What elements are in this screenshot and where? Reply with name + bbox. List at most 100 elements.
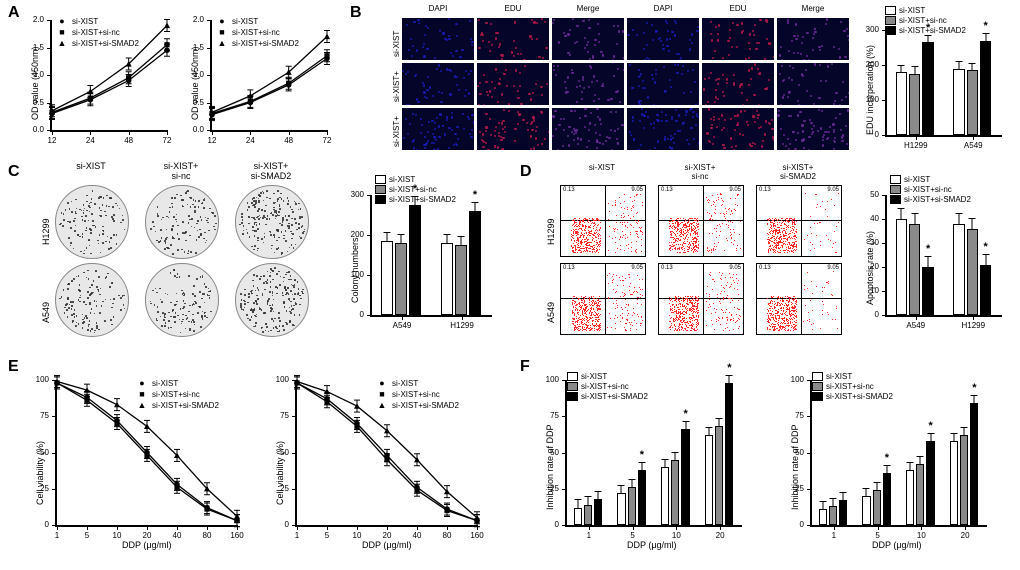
legend-item: si-XIST [812, 372, 893, 381]
legend-item: si-XIST [885, 6, 966, 15]
bar [594, 499, 602, 525]
micro-cell [777, 63, 849, 105]
micro-col-header: Merge [552, 4, 624, 13]
bar [661, 467, 669, 525]
micro-cell [402, 63, 474, 105]
flow-plot: 0.139.05Comp-FITC-A:: Annexin V-FITC-A [756, 263, 842, 335]
axis-x-label: DDP (μg/ml) [627, 540, 677, 550]
micro-cell [627, 108, 699, 150]
legend-item: ▲si-XIST+si-SMAD2 [135, 400, 219, 410]
flow-plot: 0.139.05Comp-FITC-A:: Annexin V-FITC-A [658, 263, 744, 335]
micro-cell [402, 18, 474, 60]
bar [628, 487, 636, 525]
bar [725, 383, 733, 525]
legend-item: si-XIST+si-nc [890, 185, 971, 194]
bar [950, 441, 958, 525]
bar [960, 435, 968, 525]
colony-col-label: si-XIST [55, 161, 127, 171]
legend-item: ●si-XIST [215, 16, 299, 26]
legend-item: ■si-XIST+si-nc [375, 389, 459, 399]
micro-cell [702, 63, 774, 105]
micro-cell [702, 18, 774, 60]
panel-E-legend-left: ●si-XIST■si-XIST+si-nc▲si-XIST+si-SMAD2 [135, 378, 219, 411]
colony-dish [145, 263, 219, 337]
bar [819, 509, 827, 525]
legend-item: si-XIST [567, 372, 648, 381]
micro-col-header: Merge [777, 4, 849, 13]
panel-F-legend-right: si-XISTsi-XIST+si-ncsi-XIST+si-SMAD2 [812, 372, 893, 402]
panel-F-legend-left: si-XISTsi-XIST+si-ncsi-XIST+si-SMAD2 [567, 372, 648, 402]
axis-x-label: DDP (μg/ml) [122, 540, 172, 550]
bar [953, 69, 964, 136]
legend-item: si-XIST+si-SMAD2 [812, 392, 893, 401]
colony-col-label: si-XIST+ si-nc [145, 161, 217, 181]
micro-cell [777, 18, 849, 60]
panel-C-barchart: Colony numbers 0100200300*A549*H1299 [370, 195, 492, 317]
flow-row-label: A549 [546, 302, 556, 323]
colony-dish [145, 185, 219, 259]
axis-x-label: DDP (μg/ml) [872, 540, 922, 550]
bar [916, 464, 924, 525]
legend-item: ■si-XIST+si-nc [215, 27, 299, 37]
bar [967, 229, 978, 315]
bar [584, 505, 592, 525]
colony-dish [235, 185, 309, 259]
micro-col-header: EDU [477, 4, 549, 13]
bar [715, 426, 723, 525]
colony-row-label: H1299 [41, 218, 51, 245]
colony-dish [235, 263, 309, 337]
panel-A-legend-right: ●si-XIST■si-XIST+si-nc▲si-XIST+si-SMAD2 [215, 16, 299, 49]
bar [980, 41, 991, 136]
micro-cell [477, 63, 549, 105]
legend-item: si-XIST+si-SMAD2 [375, 195, 456, 204]
panel-D-label: D [520, 163, 532, 181]
panel-A-label: A [8, 4, 20, 22]
legend-item: si-XIST+si-nc [567, 382, 648, 391]
micro-cell [477, 18, 549, 60]
micro-cell [552, 108, 624, 150]
legend-item: ▲si-XIST+si-SMAD2 [215, 38, 299, 48]
flow-plot: 0.139.05 [560, 185, 646, 257]
micro-cell [552, 18, 624, 60]
colony-dish [55, 263, 129, 337]
panel-B-label: B [350, 4, 362, 22]
flow-row-label: H1299 [546, 218, 556, 245]
axis-x-label: DDP (μg/ml) [362, 540, 412, 550]
bar [953, 224, 964, 315]
axis-y-label: Inhibition rate of DDP [790, 424, 800, 510]
bar [395, 243, 407, 315]
bar [883, 473, 891, 525]
bar [862, 496, 870, 525]
panel-F-label: F [520, 358, 530, 376]
flow-col-label: si-XIST [560, 163, 644, 172]
panel-E-legend-right: ●si-XIST■si-XIST+si-nc▲si-XIST+si-SMAD2 [375, 378, 459, 411]
panel-D-barchart: Apoptosis rate (%) 01020304050*A549*H129… [885, 195, 1002, 317]
bar [671, 460, 679, 525]
bar [574, 508, 582, 525]
flow-plot: 0.139.05 [756, 185, 842, 257]
bar [705, 435, 713, 525]
axis-y-label: OD value (450nm) [30, 46, 40, 120]
micro-col-header: DAPI [627, 4, 699, 13]
micro-col-header: DAPI [402, 4, 474, 13]
micro-cell [627, 18, 699, 60]
bar [970, 403, 978, 525]
micro-cell [402, 108, 474, 150]
legend-item: ●si-XIST [135, 378, 219, 388]
micro-col-header: EDU [702, 4, 774, 13]
bar [409, 205, 421, 315]
legend-item: si-XIST+si-SMAD2 [890, 195, 971, 204]
panel-D-legend: si-XISTsi-XIST+si-ncsi-XIST+si-SMAD2 [890, 175, 971, 205]
micro-cell [477, 108, 549, 150]
bar [967, 70, 978, 135]
bar [381, 241, 393, 315]
bar [469, 211, 481, 315]
panel-B-legend: si-XISTsi-XIST+si-ncsi-XIST+si-SMAD2 [885, 6, 966, 36]
bar [638, 470, 646, 525]
colony-dish [55, 185, 129, 259]
flow-plot: 0.139.05 [658, 185, 744, 257]
legend-item: ●si-XIST [55, 16, 139, 26]
bar [909, 224, 920, 315]
legend-item: si-XIST+si-nc [812, 382, 893, 391]
micro-cell [777, 108, 849, 150]
